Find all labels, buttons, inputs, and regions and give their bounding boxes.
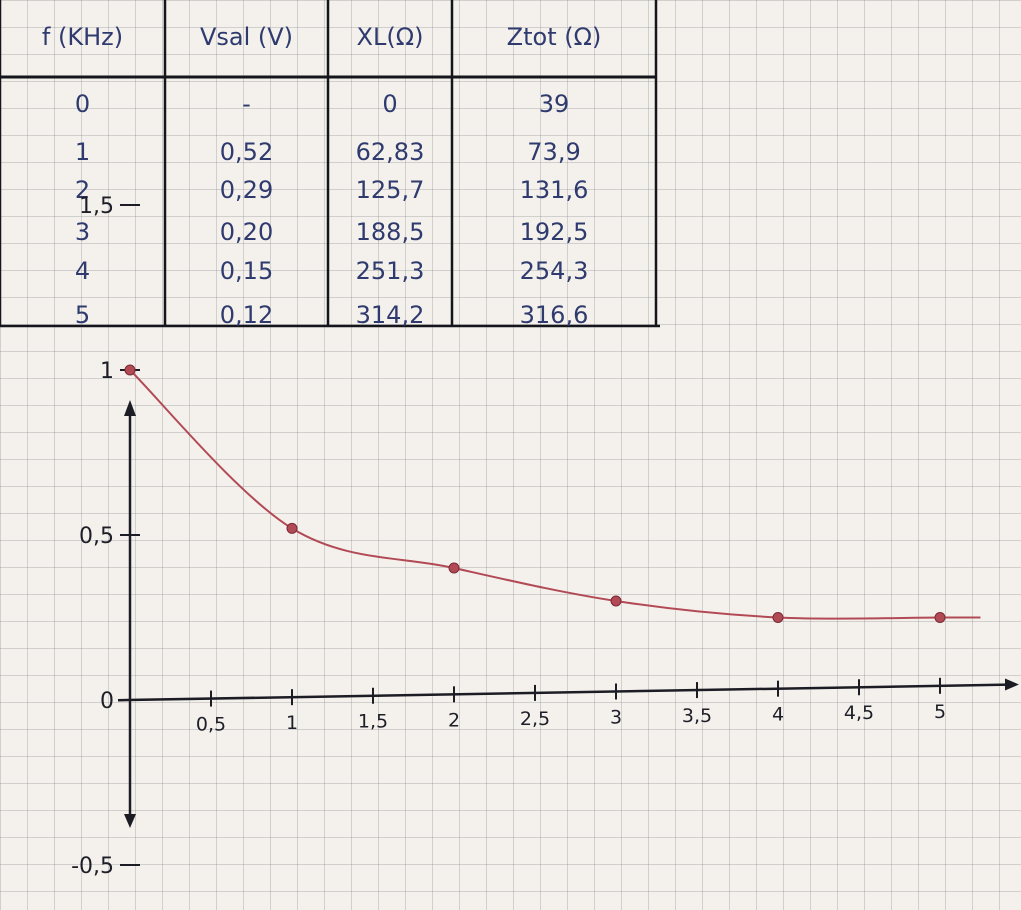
y-tick-label: 1 xyxy=(100,359,114,384)
y-tick-label: 1,5 xyxy=(79,194,114,219)
table-cell: 1 xyxy=(75,138,90,166)
table-cell: 0,52 xyxy=(220,138,273,166)
table-cell: 251,3 xyxy=(356,257,425,285)
table-cell: 39 xyxy=(539,90,570,118)
table-cell: 5 xyxy=(75,301,90,329)
series-line xyxy=(129,369,981,620)
table-cell: 314,2 xyxy=(356,301,425,329)
data-point xyxy=(448,562,460,574)
data-point xyxy=(934,612,946,623)
x-tick-label: 1 xyxy=(286,712,298,734)
table-cell: 254,3 xyxy=(520,257,589,285)
y-tick-label: 0 xyxy=(100,689,114,714)
table-cell: 3 xyxy=(75,218,90,246)
table-cell: 62,83 xyxy=(356,138,425,166)
x-tick-label: 3,5 xyxy=(682,705,712,727)
table-header-cell: Vsal (V) xyxy=(200,23,293,51)
x-tick-label: 4 xyxy=(772,704,784,726)
data-point xyxy=(772,612,784,623)
x-axis-arrow xyxy=(1005,678,1019,691)
x-tick-label: 0,5 xyxy=(196,714,226,736)
table-cell: 0,29 xyxy=(220,176,273,204)
table-cell: 192,5 xyxy=(520,218,589,246)
table-header-cell: XL(Ω) xyxy=(357,23,424,51)
table-cell: - xyxy=(242,90,251,118)
table-cell: 316,6 xyxy=(520,301,589,329)
table-cell: 131,6 xyxy=(520,176,589,204)
data-point xyxy=(124,364,136,376)
data-table: f (KHz) Vsal (V) XL(Ω) Ztot (Ω) 0 - 0 39 1 0,52 62… xyxy=(0,0,660,329)
y-tick-label: 0,5 xyxy=(79,524,114,549)
x-tick-label: 3 xyxy=(610,706,622,728)
table-header-cell: f (KHz) xyxy=(42,23,123,51)
table-cell: 0,12 xyxy=(220,301,273,329)
table-cell: 0 xyxy=(382,90,397,118)
table-header-cell: Ztot (Ω) xyxy=(507,23,602,51)
table-cell: 0,20 xyxy=(220,218,273,246)
y-axis-arrow-bottom xyxy=(124,814,136,828)
x-axis xyxy=(117,683,1016,702)
table-cell: 4 xyxy=(75,257,90,285)
x-tick-label: 4,5 xyxy=(844,702,874,724)
data-point xyxy=(286,522,298,534)
y-axis-arrow xyxy=(124,400,136,416)
table-cell: 73,9 xyxy=(527,138,580,166)
x-tick-label: 1,5 xyxy=(358,711,388,733)
x-tick-label: 2,5 xyxy=(520,708,550,730)
y-tick-label: -0,5 xyxy=(71,854,114,879)
x-tick-label: 2 xyxy=(448,709,460,731)
table-cell: 2 xyxy=(75,176,90,204)
table-cell: 188,5 xyxy=(356,218,425,246)
data-point xyxy=(610,595,622,607)
table-cell: 125,7 xyxy=(356,176,425,204)
x-tick-label: 5 xyxy=(934,701,946,723)
line-chart: 0,5 1 1,5 2 2,5 3 3,5 4 4,5 5 1,5 1 0,5 0 -0,5 xyxy=(71,194,1019,879)
table-cell: 0 xyxy=(75,90,90,118)
table-cell: 0,15 xyxy=(220,257,273,285)
